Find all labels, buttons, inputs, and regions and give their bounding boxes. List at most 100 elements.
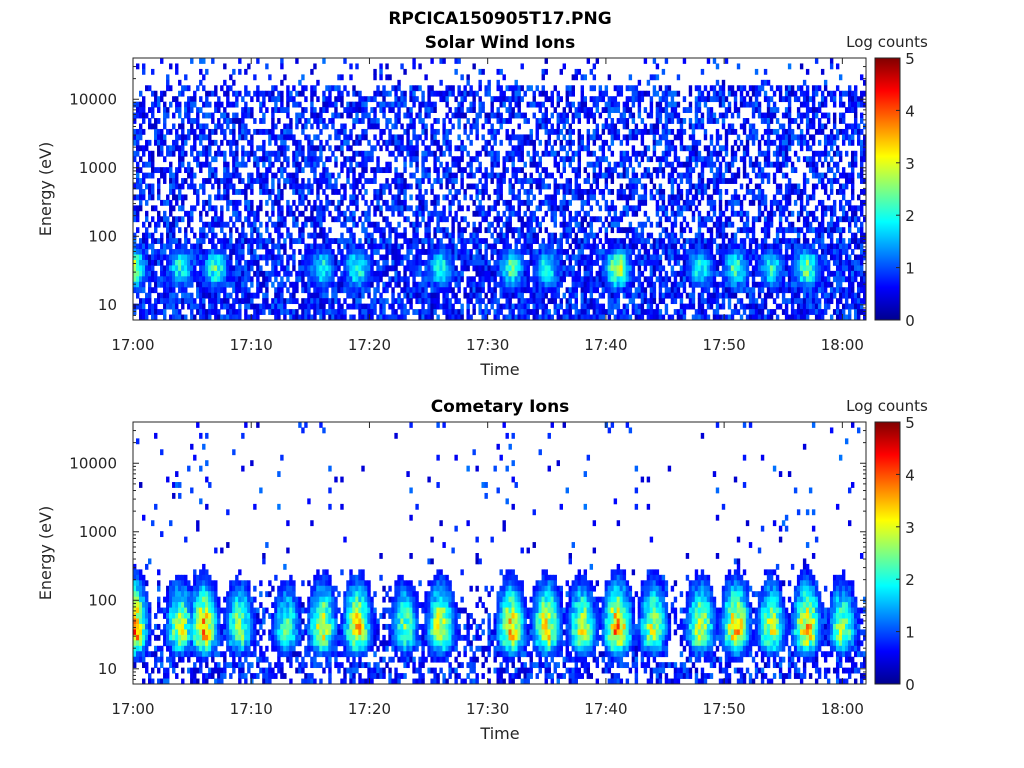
heatmap-cell — [505, 216, 509, 223]
heatmap-cell — [178, 238, 182, 244]
heatmap-cell — [448, 259, 452, 266]
heatmap-cell — [478, 178, 482, 184]
heatmap-cell — [184, 74, 188, 81]
heatmap-cell — [154, 314, 158, 321]
heatmap-cell — [145, 249, 149, 255]
heatmap-cell — [166, 270, 170, 277]
heatmap-cell — [484, 238, 488, 244]
heatmap-cell — [622, 172, 627, 179]
heatmap-cell — [418, 134, 422, 141]
heatmap-cell — [541, 183, 545, 190]
heatmap-cell — [439, 238, 443, 244]
heatmap-cell — [325, 156, 329, 163]
heatmap-cell — [553, 85, 557, 92]
heatmap-cell — [466, 205, 470, 212]
heatmap-cell — [268, 238, 272, 244]
heatmap-cell — [610, 139, 615, 146]
heatmap-cell — [370, 276, 374, 283]
heatmap-cell — [439, 145, 443, 152]
heatmap-cell — [523, 243, 527, 250]
heatmap-cell — [295, 309, 299, 315]
heatmap-cell — [421, 276, 425, 283]
heatmap-cell — [592, 150, 597, 157]
heatmap-cell — [598, 270, 603, 277]
heatmap-cell — [637, 238, 642, 244]
heatmap-cell — [205, 96, 209, 103]
heatmap-cell — [484, 118, 488, 124]
heatmap-cell — [595, 270, 600, 277]
heatmap-cell — [607, 254, 612, 261]
heatmap-cell — [181, 249, 185, 255]
heatmap-cell — [604, 227, 609, 234]
heatmap-cell — [424, 172, 428, 179]
heatmap-cell — [280, 265, 284, 272]
heatmap-cell — [385, 90, 389, 97]
heatmap-cell — [391, 254, 395, 261]
heatmap-cell — [301, 309, 305, 315]
heatmap-cell — [460, 303, 464, 310]
heatmap-cell — [493, 96, 497, 103]
heatmap-cell — [406, 259, 410, 266]
heatmap-cell — [289, 96, 293, 103]
heatmap-cell — [271, 298, 275, 305]
heatmap-cell — [631, 270, 636, 277]
heatmap-cell — [583, 314, 588, 321]
heatmap-cell — [259, 189, 263, 195]
heatmap-cell — [370, 221, 374, 228]
heatmap-cell — [475, 150, 479, 157]
heatmap-cell — [568, 134, 572, 141]
heatmap-cell — [322, 161, 326, 168]
heatmap-cell — [616, 189, 621, 195]
heatmap-cell — [271, 96, 275, 103]
heatmap-cell — [403, 183, 407, 190]
heatmap-cell — [265, 270, 269, 277]
heatmap-cell — [475, 281, 479, 288]
heatmap-cell — [622, 227, 627, 234]
heatmap-cell — [511, 227, 515, 234]
heatmap-cell — [367, 243, 371, 250]
heatmap-cell — [502, 292, 506, 299]
heatmap-cell — [613, 107, 618, 113]
heatmap-cell — [496, 254, 500, 261]
heatmap-cell — [280, 259, 284, 266]
heatmap-cell — [445, 128, 449, 135]
heatmap-cell — [541, 101, 545, 108]
heatmap-cell — [628, 128, 633, 135]
heatmap-cell — [211, 118, 215, 124]
heatmap-cell — [340, 259, 344, 266]
heatmap-cell — [607, 221, 612, 228]
heatmap-cell — [259, 281, 263, 288]
heatmap-cell — [220, 265, 224, 272]
heatmap-cell — [190, 128, 194, 135]
heatmap-cell — [259, 101, 263, 108]
heatmap-cell — [364, 287, 368, 294]
heatmap-cell — [190, 107, 194, 113]
heatmap-cell — [394, 85, 398, 92]
heatmap-cell — [151, 167, 155, 174]
heatmap-cell — [247, 90, 251, 97]
heatmap-cell — [538, 287, 542, 294]
heatmap-cell — [610, 227, 615, 234]
heatmap-cell — [436, 292, 440, 299]
heatmap-cell — [166, 167, 170, 174]
heatmap-cell — [586, 139, 591, 146]
heatmap-cell — [532, 254, 536, 261]
heatmap-cell — [661, 249, 666, 255]
heatmap-cell — [574, 194, 578, 201]
heatmap-cell — [139, 309, 143, 315]
heatmap-cell — [472, 292, 476, 299]
heatmap-cell — [214, 194, 218, 201]
heatmap-cell — [391, 298, 395, 305]
heatmap-cell — [280, 205, 284, 212]
heatmap-cell — [565, 128, 569, 135]
heatmap-cell — [367, 276, 371, 283]
heatmap-cell — [547, 243, 551, 250]
heatmap-cell — [643, 150, 648, 157]
heatmap-cell — [478, 298, 482, 305]
heatmap-cell — [409, 112, 413, 119]
heatmap-cell — [217, 107, 221, 113]
heatmap-cell — [538, 221, 542, 228]
heatmap-cell — [391, 265, 395, 272]
heatmap-cell — [346, 303, 350, 310]
heatmap-cell — [187, 167, 191, 174]
